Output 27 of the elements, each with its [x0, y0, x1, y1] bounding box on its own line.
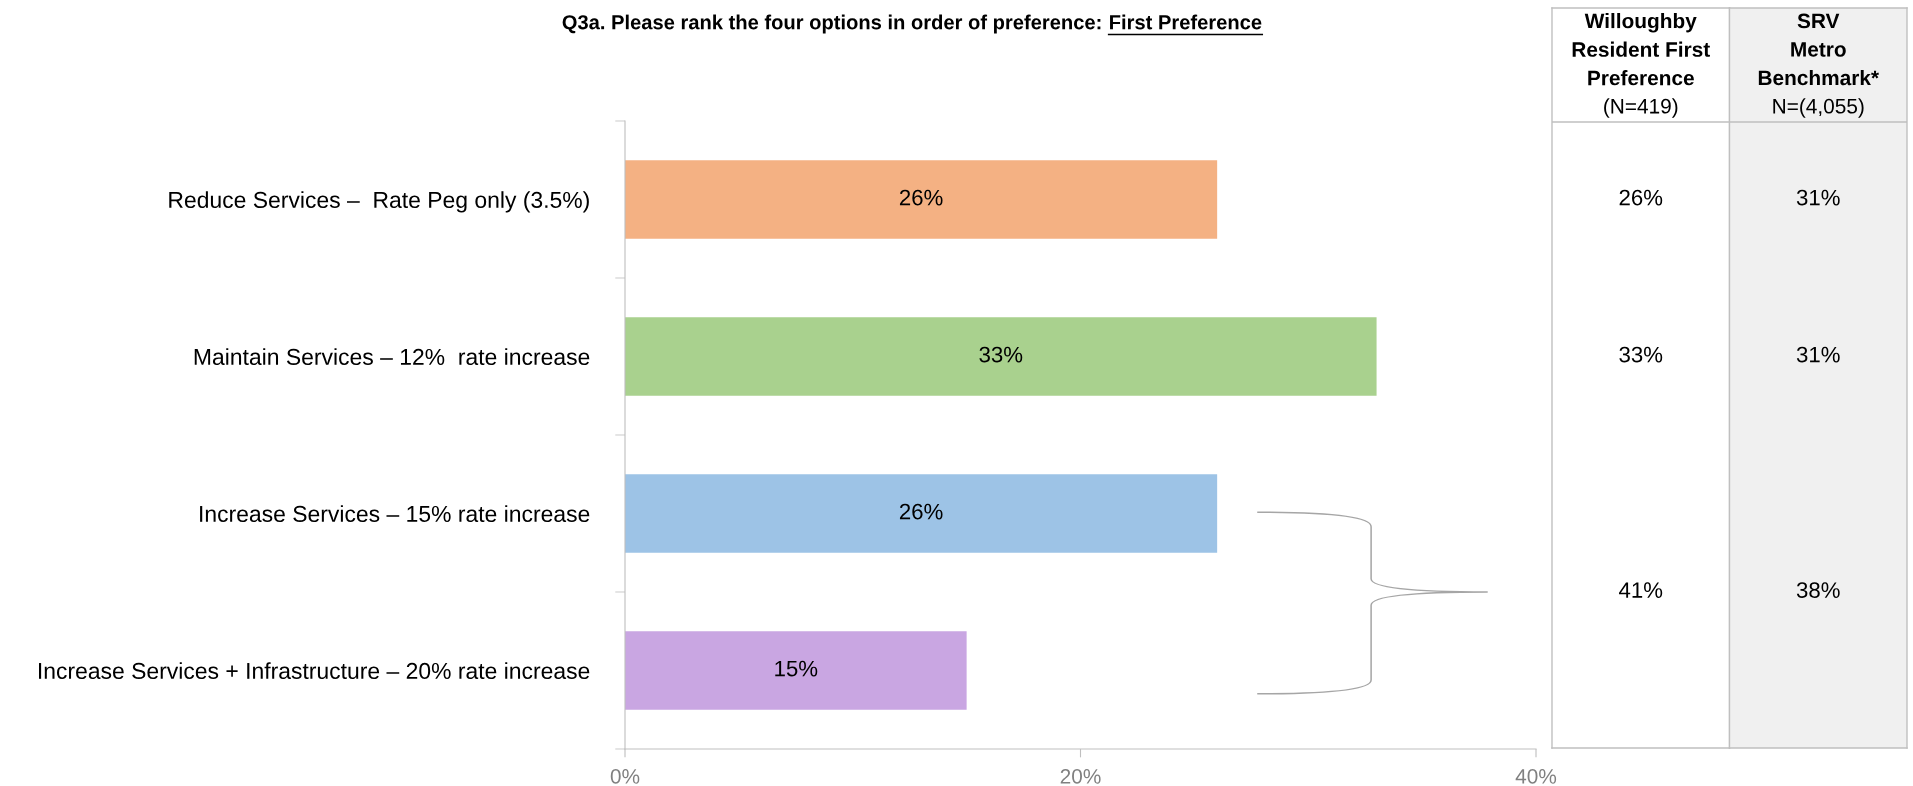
x-tick-label: 0% [610, 768, 640, 784]
text: 31% [1796, 189, 1840, 206]
y-tick-label: Increase Services – 15% rate increase [200, 505, 590, 523]
text: 38% [1796, 582, 1840, 598]
y-tick-label: Maintain Services – 12% rate increase [194, 348, 590, 366]
bar [625, 160, 1218, 239]
x-tick-label: 20% [1060, 768, 1101, 784]
data-label: 15% [775, 660, 818, 677]
chart-subtitle: First Preference [1110, 14, 1262, 30]
data-label: 26% [899, 189, 943, 206]
x-tick-label: 40% [1515, 768, 1557, 784]
y-tick-label: Increase Services + Infrastructure – 20% rate increase [38, 662, 590, 680]
bar [625, 474, 1218, 553]
text: (N=419) [1604, 98, 1678, 118]
bar [625, 631, 967, 710]
text: Willoughby Resident First Preference [1572, 13, 1710, 86]
text: 26% [1619, 189, 1663, 206]
text: 31% [1796, 346, 1840, 363]
chart-title: Q3a. Please rank the four options in order of preference: [562, 14, 1101, 34]
bar [625, 317, 1377, 396]
text: N=(4,055) [1773, 98, 1864, 118]
data-label: 33% [979, 346, 1023, 363]
y-tick-label: Reduce Services – Rate Peg only (3.5%) [169, 191, 589, 213]
text: SRV Metro Benchmark* [1758, 13, 1880, 86]
text: 33% [1619, 346, 1663, 363]
data-label: 26% [899, 503, 943, 520]
text: 41% [1619, 582, 1663, 598]
